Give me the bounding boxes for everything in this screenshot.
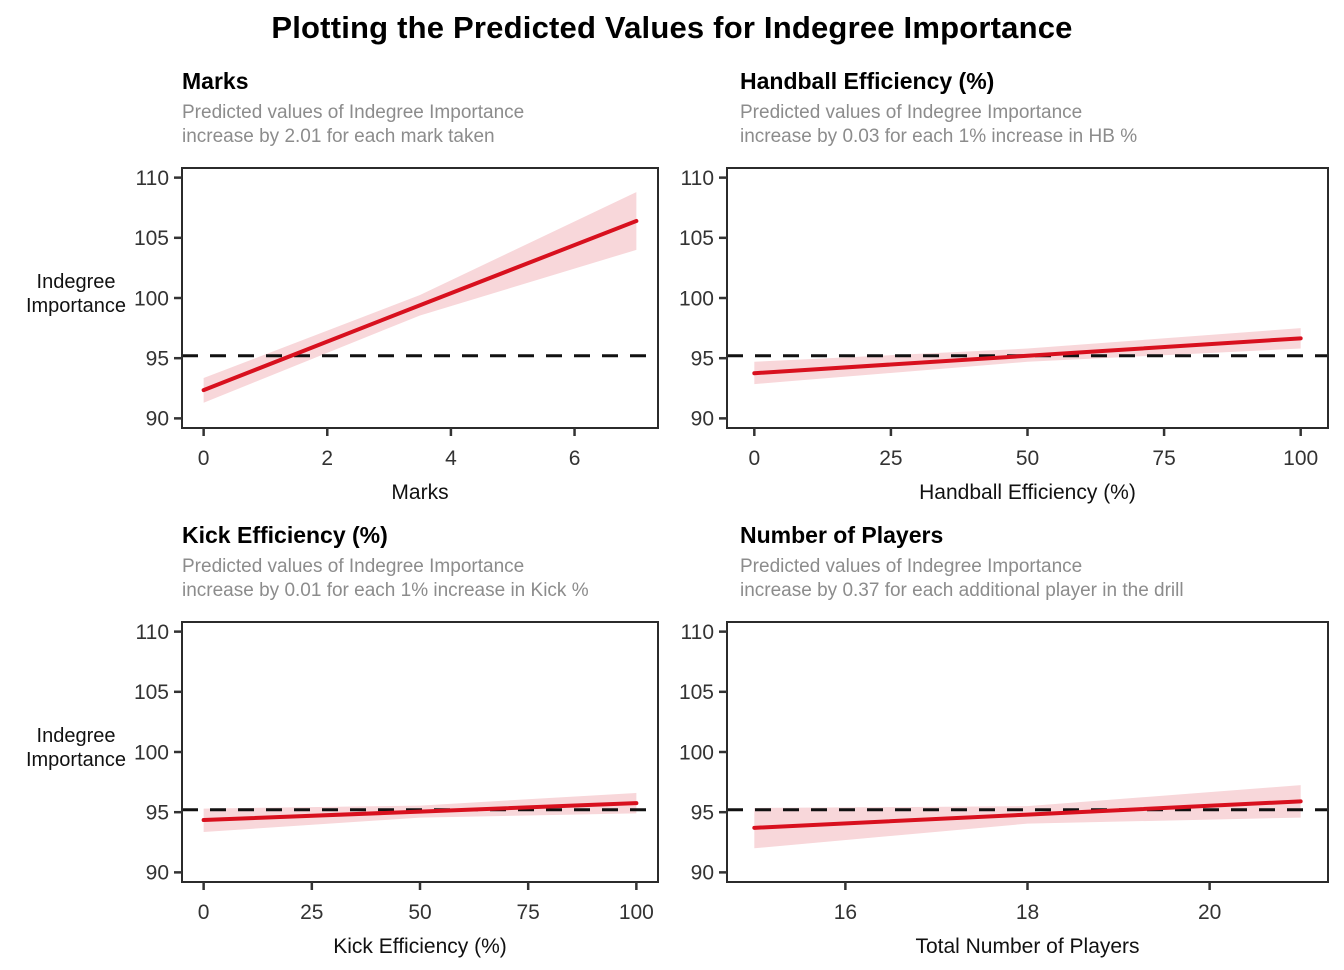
y-tick-label: 100 [679, 287, 714, 310]
x-tick-label: 16 [834, 901, 857, 924]
panel-subtitle-marks: Predicted values of Indegree Importance i… [182, 102, 525, 147]
y-tick-label: 90 [146, 408, 169, 431]
panel-number-of-players: Number of Players Predicted values of In… [672, 508, 1344, 960]
x-tick-label: 75 [1152, 447, 1175, 470]
trend-line [752, 799, 1303, 830]
panel-subtitle-kick: Predicted values of Indegree Importance i… [182, 556, 589, 601]
x-tick-label: 6 [569, 447, 581, 470]
x-axis-title: Total Number of Players [915, 935, 1139, 958]
y-tick-label: 105 [134, 227, 169, 250]
y-tick-label: 110 [136, 167, 169, 190]
y-tick-label: 100 [134, 741, 169, 764]
y-tick-label: 110 [136, 621, 169, 644]
x-tick-label: 18 [1016, 901, 1039, 924]
y-tick-label: 110 [681, 167, 714, 190]
x-tick-label: 20 [1198, 901, 1221, 924]
x-tick-label: 25 [879, 447, 902, 470]
chart-number-of-players: 90 95 100 105 110 16 18 20 Total Number of Playe… [679, 621, 1329, 958]
panel-border [181, 621, 659, 883]
panel-marks: Marks Predicted values of Indegree Impor… [0, 54, 672, 506]
trend-line [201, 801, 639, 823]
chart-handball-efficiency: 90 95 100 105 110 0 25 50 75 100 Handball Efficien… [679, 167, 1329, 504]
y-tick-label: 110 [681, 621, 714, 644]
y-tick-label: 105 [679, 681, 714, 704]
x-tick-label: 2 [321, 447, 333, 470]
x-axis-title: Kick Efficiency (%) [333, 935, 507, 958]
chart-kick-efficiency: 90 95 100 105 110 0 25 50 75 100 Kick Efficiency (… [26, 621, 659, 958]
y-tick-label: 90 [691, 862, 714, 885]
confidence-ribbon [203, 192, 637, 403]
x-tick-label: 25 [300, 901, 323, 924]
x-tick-label: 0 [198, 901, 210, 924]
chart-marks: 90 95 100 105 110 0 2 4 6 Marks Indegree Importance [26, 167, 659, 504]
x-tick-label: 75 [517, 901, 540, 924]
figure-title: Plotting the Predicted Values for Indegr… [271, 10, 1073, 45]
y-tick-label: 100 [679, 741, 714, 764]
panel-border [726, 167, 1329, 429]
x-tick-label: 100 [1283, 447, 1318, 470]
panel-title-kick: Kick Efficiency (%) [182, 522, 388, 548]
x-axis-title: Handball Efficiency (%) [919, 481, 1136, 504]
confidence-ribbon [754, 785, 1301, 849]
trend-line [201, 218, 639, 393]
y-tick-label: 100 [134, 287, 169, 310]
x-tick-label: 50 [408, 901, 431, 924]
trend-line [752, 336, 1303, 376]
x-axis-title: Marks [391, 481, 448, 504]
panel-border [726, 621, 1329, 883]
y-axis-title: Indegree Importance [26, 271, 126, 317]
x-tick-label: 4 [445, 447, 457, 470]
figure: Plotting the Predicted Values for Indegr… [0, 10, 1344, 960]
panel-kick-efficiency: Kick Efficiency (%) Predicted values of … [0, 508, 672, 960]
panel-title-players: Number of Players [740, 522, 944, 548]
panel-title-handball: Handball Efficiency (%) [740, 68, 995, 94]
x-tick-label: 50 [1016, 447, 1039, 470]
y-tick-label: 95 [146, 348, 169, 371]
panel-subtitle-handball: Predicted values of Indegree Importance i… [740, 102, 1138, 147]
x-tick-label: 0 [198, 447, 210, 470]
y-tick-label: 105 [134, 681, 169, 704]
x-tick-label: 0 [748, 447, 760, 470]
y-tick-label: 90 [691, 408, 714, 431]
panel-handball-efficiency: Handball Efficiency (%) Predicted values… [672, 54, 1344, 506]
panel-subtitle-players: Predicted values of Indegree Importance i… [740, 556, 1184, 601]
panel-title-marks: Marks [182, 68, 249, 94]
y-tick-label: 95 [691, 348, 714, 371]
y-tick-label: 95 [146, 802, 169, 825]
y-tick-label: 90 [146, 862, 169, 885]
y-axis-title: Indegree Importance [26, 725, 126, 771]
y-tick-label: 95 [691, 802, 714, 825]
y-tick-label: 105 [679, 227, 714, 250]
panel-grid: Marks Predicted values of Indegree Impor… [0, 54, 1344, 960]
x-tick-label: 100 [619, 901, 654, 924]
